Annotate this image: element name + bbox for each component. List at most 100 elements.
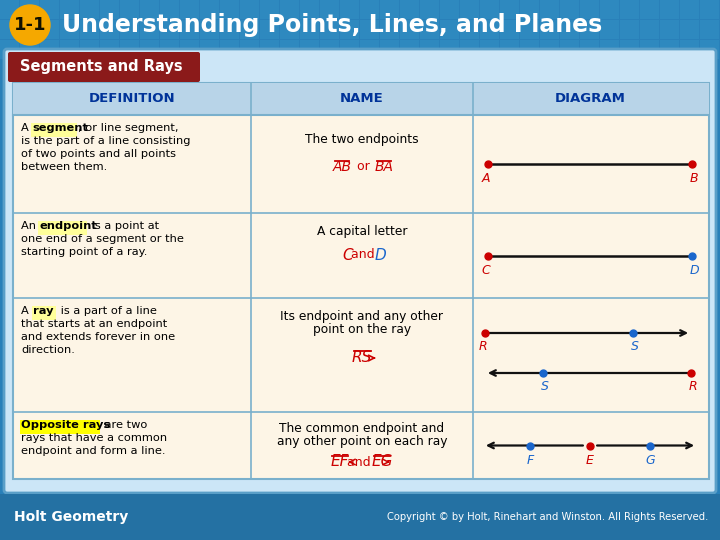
FancyBboxPatch shape (280, 20, 299, 39)
FancyBboxPatch shape (13, 83, 709, 115)
Text: S: S (541, 380, 549, 393)
FancyBboxPatch shape (160, 40, 179, 59)
FancyBboxPatch shape (100, 20, 119, 39)
FancyBboxPatch shape (600, 0, 619, 19)
FancyBboxPatch shape (640, 40, 659, 59)
FancyBboxPatch shape (100, 0, 119, 19)
FancyBboxPatch shape (180, 20, 199, 39)
Text: or: or (353, 160, 374, 173)
Circle shape (10, 5, 50, 45)
FancyBboxPatch shape (220, 40, 239, 59)
FancyBboxPatch shape (700, 40, 719, 59)
FancyBboxPatch shape (680, 40, 699, 59)
FancyBboxPatch shape (240, 0, 259, 19)
FancyBboxPatch shape (460, 40, 479, 59)
FancyBboxPatch shape (660, 20, 679, 39)
FancyBboxPatch shape (600, 20, 619, 39)
FancyBboxPatch shape (400, 20, 419, 39)
Text: that starts at an endpoint: that starts at an endpoint (21, 319, 167, 329)
Text: A capital letter: A capital letter (317, 225, 408, 238)
FancyBboxPatch shape (13, 83, 709, 479)
Text: Its endpoint and any other: Its endpoint and any other (281, 310, 444, 323)
FancyBboxPatch shape (440, 20, 459, 39)
FancyBboxPatch shape (680, 0, 699, 19)
Text: F: F (526, 454, 534, 467)
FancyBboxPatch shape (500, 40, 519, 59)
FancyBboxPatch shape (160, 20, 179, 39)
Text: is a point at: is a point at (88, 221, 159, 231)
Text: endpoint: endpoint (39, 221, 96, 231)
FancyBboxPatch shape (380, 0, 399, 19)
FancyBboxPatch shape (280, 40, 299, 59)
Text: R: R (689, 380, 697, 393)
FancyBboxPatch shape (320, 20, 339, 39)
FancyBboxPatch shape (20, 40, 39, 59)
FancyBboxPatch shape (440, 0, 459, 19)
FancyBboxPatch shape (420, 20, 439, 39)
FancyBboxPatch shape (20, 0, 39, 19)
Text: A: A (21, 306, 32, 316)
FancyBboxPatch shape (400, 0, 419, 19)
Text: A: A (482, 172, 490, 185)
FancyBboxPatch shape (80, 40, 99, 59)
FancyBboxPatch shape (620, 40, 639, 59)
Text: one end of a segment or the: one end of a segment or the (21, 234, 184, 244)
FancyBboxPatch shape (560, 20, 579, 39)
FancyBboxPatch shape (420, 40, 439, 59)
FancyBboxPatch shape (320, 0, 339, 19)
FancyBboxPatch shape (560, 0, 579, 19)
FancyBboxPatch shape (460, 20, 479, 39)
FancyBboxPatch shape (31, 123, 77, 137)
FancyBboxPatch shape (140, 40, 159, 59)
FancyBboxPatch shape (200, 20, 219, 39)
FancyBboxPatch shape (560, 40, 579, 59)
Text: NAME: NAME (340, 92, 384, 105)
FancyBboxPatch shape (0, 0, 19, 19)
FancyBboxPatch shape (380, 20, 399, 39)
FancyBboxPatch shape (380, 40, 399, 59)
FancyBboxPatch shape (180, 40, 199, 59)
FancyBboxPatch shape (300, 20, 319, 39)
FancyBboxPatch shape (120, 20, 139, 39)
FancyBboxPatch shape (80, 20, 99, 39)
Text: point on the ray: point on the ray (313, 323, 411, 336)
FancyBboxPatch shape (360, 40, 379, 59)
Text: C: C (482, 264, 490, 276)
Text: and: and (347, 248, 379, 261)
FancyBboxPatch shape (580, 0, 599, 19)
FancyBboxPatch shape (400, 40, 419, 59)
FancyBboxPatch shape (240, 40, 259, 59)
FancyBboxPatch shape (620, 0, 639, 19)
Text: Segments and Rays: Segments and Rays (20, 59, 183, 75)
Text: EF: EF (330, 455, 349, 469)
FancyBboxPatch shape (420, 0, 439, 19)
FancyBboxPatch shape (0, 40, 19, 59)
FancyBboxPatch shape (220, 0, 239, 19)
FancyBboxPatch shape (360, 0, 379, 19)
FancyBboxPatch shape (360, 20, 379, 39)
FancyBboxPatch shape (300, 40, 319, 59)
FancyBboxPatch shape (660, 0, 679, 19)
Text: R: R (479, 340, 487, 353)
FancyBboxPatch shape (40, 40, 59, 59)
Text: segment: segment (32, 123, 88, 133)
Text: A: A (21, 123, 32, 133)
Text: EG: EG (372, 455, 392, 469)
FancyBboxPatch shape (540, 0, 559, 19)
Text: endpoint and form a line.: endpoint and form a line. (21, 446, 166, 456)
Text: between them.: between them. (21, 162, 107, 172)
Text: are two: are two (101, 420, 148, 430)
Text: AB: AB (333, 160, 351, 174)
FancyBboxPatch shape (580, 40, 599, 59)
Text: is a part of a line: is a part of a line (57, 306, 157, 316)
Text: Holt Geometry: Holt Geometry (14, 510, 128, 524)
FancyBboxPatch shape (620, 20, 639, 39)
Text: D: D (374, 247, 386, 262)
FancyBboxPatch shape (260, 40, 279, 59)
Text: E: E (586, 454, 594, 467)
FancyBboxPatch shape (60, 40, 79, 59)
FancyBboxPatch shape (520, 40, 539, 59)
Text: The common endpoint and: The common endpoint and (279, 422, 444, 435)
FancyBboxPatch shape (520, 0, 539, 19)
Text: any other point on each ray: any other point on each ray (276, 435, 447, 448)
